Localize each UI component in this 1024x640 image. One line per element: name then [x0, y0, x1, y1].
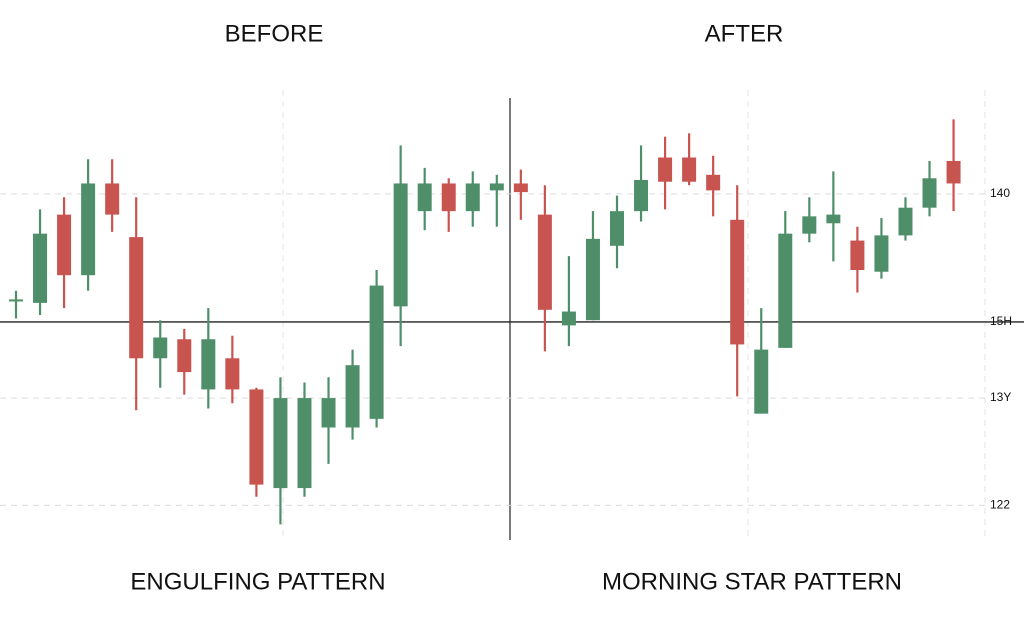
panel-title: AFTER	[705, 20, 784, 47]
candle-body	[129, 237, 144, 359]
candle-body	[922, 178, 937, 208]
candle-body	[393, 183, 408, 307]
candle-body	[610, 211, 624, 246]
candle-body	[249, 389, 264, 485]
candle-body	[826, 214, 841, 224]
candle-body	[153, 337, 168, 359]
candle-body	[682, 157, 697, 182]
candle-body	[33, 233, 48, 303]
candle-body	[465, 183, 480, 212]
candle-body	[513, 183, 528, 193]
candle-body	[561, 311, 576, 326]
candle-body	[537, 214, 552, 310]
candle-body	[778, 233, 793, 348]
candle-body	[345, 365, 360, 428]
candle-body	[201, 339, 216, 390]
candle-body	[105, 183, 120, 215]
candle-body	[81, 183, 96, 276]
candle-body	[321, 398, 336, 428]
candle-body	[730, 219, 745, 345]
candle-body	[754, 349, 769, 414]
candle-body	[585, 238, 600, 321]
candle-body	[441, 183, 456, 212]
candle-body	[297, 398, 312, 489]
candle-body	[946, 160, 961, 184]
candle-body	[489, 183, 504, 191]
panel-caption: MORNING STAR PATTERN	[602, 568, 902, 595]
candle-body	[369, 285, 384, 419]
grid	[0, 193, 1024, 506]
y-tick-label: 13Y	[990, 390, 1011, 404]
candle-body	[9, 299, 23, 302]
candle-body	[658, 157, 673, 182]
panel-title: BEFORE	[225, 20, 324, 47]
candle-body	[706, 174, 721, 191]
candle-body	[225, 358, 240, 390]
candle-body	[177, 339, 192, 373]
candle-body	[874, 235, 889, 272]
candle-body	[417, 183, 432, 212]
candles	[9, 119, 961, 525]
panel-caption: ENGULFING PATTERN	[130, 568, 385, 595]
y-tick-label: 140	[990, 186, 1010, 200]
candle-body	[802, 216, 817, 234]
candle-body	[634, 180, 649, 212]
candle-body	[898, 207, 913, 236]
candle-body	[57, 214, 72, 276]
candle-body	[850, 240, 865, 270]
candle-body	[273, 398, 288, 489]
y-tick-label: 15H	[990, 314, 1012, 328]
y-tick-label: 122	[990, 498, 1010, 512]
